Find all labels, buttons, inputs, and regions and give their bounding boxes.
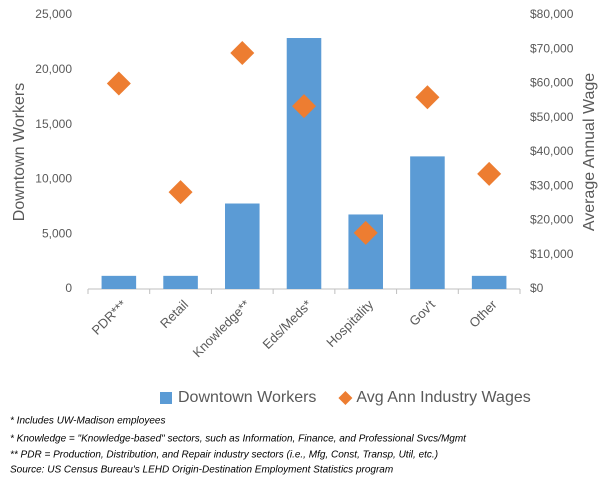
y2-tick-label: $60,000: [530, 76, 574, 90]
x-tick-label: Knowledge**: [190, 297, 253, 360]
y-tick-label: 25,000: [35, 7, 72, 21]
y2-axis-title: Average Annual Wage: [581, 73, 598, 231]
footnote: * Knowledge = "Knowledge-based" sectors,…: [10, 434, 467, 445]
footnote: ** PDR = Production, Distribution, and R…: [10, 450, 438, 461]
x-tick-label: Hospitality: [323, 297, 376, 350]
bar: [163, 275, 198, 289]
bar: [286, 38, 322, 290]
bar: [101, 275, 137, 289]
footnote: Source: US Census Bureau's LEHD Origin-D…: [10, 465, 393, 476]
y2-tick-label: $10,000: [530, 247, 574, 261]
diamond-marker: [477, 161, 502, 186]
bar: [225, 203, 260, 289]
y2-tick-label: $20,000: [530, 213, 574, 227]
y2-tick-label: $80,000: [530, 7, 574, 21]
y2-tick-label: $70,000: [530, 41, 574, 55]
bar: [410, 156, 445, 289]
diamond-marker: [168, 180, 193, 205]
x-tick-label: Retail: [157, 297, 191, 331]
x-tick-label: Eds/Meds*: [259, 297, 314, 352]
legend-marker: [338, 391, 353, 405]
diamond-marker: [106, 71, 131, 96]
diamond-marker: [230, 41, 255, 66]
x-tick-label: PDR***: [89, 297, 130, 338]
footnote: * Includes UW-Madison employees: [10, 416, 165, 427]
bar: [471, 275, 507, 289]
y-axis-title: Downtown Workers: [11, 83, 28, 221]
legend-label: Avg Ann Industry Wages: [356, 389, 530, 406]
y-tick-label: 0: [65, 281, 72, 295]
legend-label: Downtown Workers: [178, 389, 316, 406]
diamond-marker: [353, 220, 378, 245]
y2-tick-label: $40,000: [530, 144, 574, 158]
legend-marker: [160, 392, 172, 404]
x-tick-label: Gov't: [406, 297, 438, 329]
y2-tick-label: $30,000: [530, 178, 574, 192]
y-tick-label: 20,000: [35, 62, 72, 76]
y2-tick-label: $0: [530, 281, 544, 295]
diamond-marker: [292, 94, 316, 119]
diamond-marker: [415, 85, 440, 110]
y-tick-label: 10,000: [35, 172, 72, 186]
x-tick-label: Other: [466, 296, 500, 330]
y-tick-label: 15,000: [35, 117, 72, 131]
y-tick-label: 5,000: [42, 226, 72, 240]
y2-tick-label: $50,000: [530, 110, 574, 124]
